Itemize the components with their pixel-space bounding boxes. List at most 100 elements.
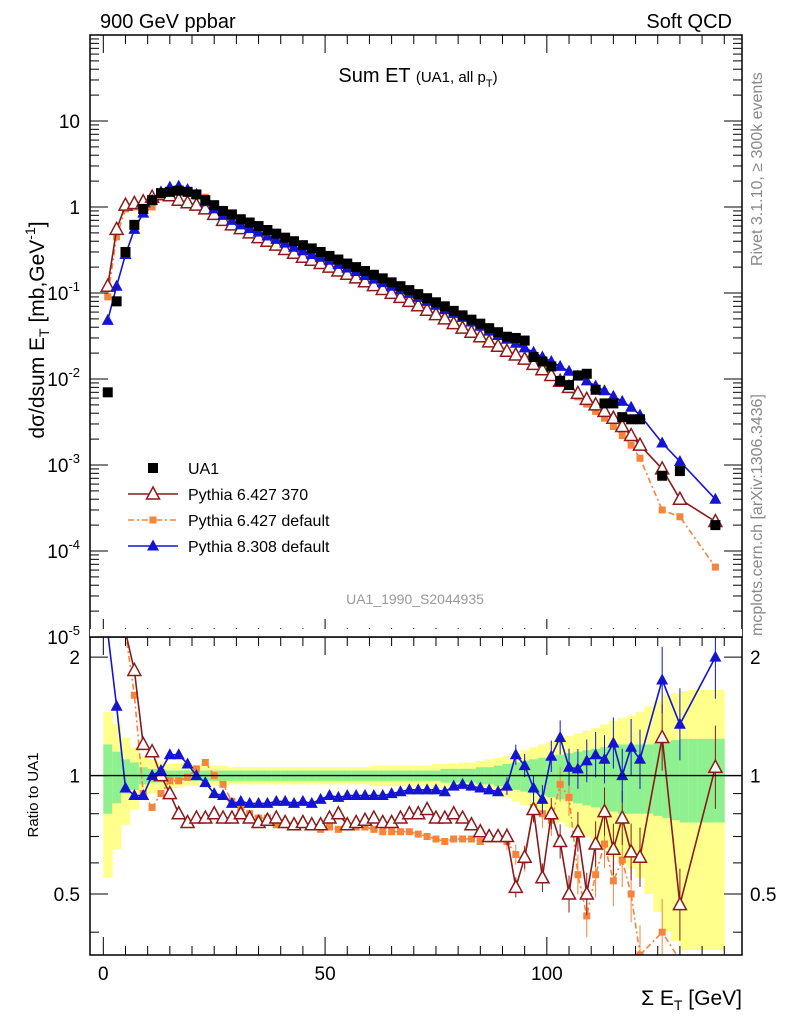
py6_370-marker xyxy=(170,191,187,206)
legend-marker-ua1 xyxy=(148,463,158,473)
py8-ratio-marker xyxy=(350,789,363,801)
y-tick-label: 10-3 xyxy=(47,451,80,477)
ua1-marker xyxy=(657,470,668,481)
ua1-marker xyxy=(572,370,583,381)
py6_370-marker xyxy=(108,220,125,236)
py6_370-marker xyxy=(516,350,533,365)
py6_370-marker xyxy=(490,337,506,353)
py6_370-ratio-marker xyxy=(623,843,639,858)
ua1-marker xyxy=(155,188,166,199)
py6_370-marker xyxy=(623,426,639,442)
ua1-marker xyxy=(519,335,530,346)
py8-ratio-marker xyxy=(465,779,478,791)
ua1-marker xyxy=(333,254,344,265)
py8-ratio-marker xyxy=(367,789,380,801)
py6_def-marker xyxy=(601,414,609,422)
ua1-marker xyxy=(129,219,140,230)
ua1-marker xyxy=(430,297,441,308)
py6_def-ratio-marker xyxy=(334,825,342,833)
py8-ratio-marker xyxy=(288,796,301,808)
py6_370-ratio-marker xyxy=(672,896,688,911)
py6_def-line xyxy=(106,191,717,568)
py8-marker xyxy=(252,225,265,237)
ua1-marker xyxy=(359,266,370,277)
ua1-marker xyxy=(590,384,601,395)
py8-ratio-marker xyxy=(633,752,646,764)
ratio-band-inner xyxy=(112,751,122,804)
py6_370-marker xyxy=(570,384,586,400)
py6_def-ratio-marker xyxy=(512,851,520,859)
py8-ratio-marker xyxy=(554,730,567,742)
py6_370-ratio-marker xyxy=(206,805,222,820)
py6_370-marker xyxy=(357,273,373,288)
ua1-marker xyxy=(138,203,149,214)
x-axis-label-sub: T xyxy=(674,997,683,1013)
ua1-marker xyxy=(200,195,211,206)
py6_370-ratio-marker xyxy=(543,805,560,820)
py8-marker xyxy=(288,240,301,252)
y-tick-label: 10-1 xyxy=(47,279,80,305)
analysis-id: UA1_1990_S2044935 xyxy=(346,591,484,607)
py6_370-marker xyxy=(605,409,622,424)
py8-ratio-marker xyxy=(110,699,123,711)
py6_def-ratio-marker xyxy=(450,835,458,843)
ua1-marker xyxy=(235,214,246,225)
py8-ratio-marker xyxy=(199,776,212,788)
py6_def-ratio-marker xyxy=(361,823,369,831)
y-axis-label-sub: T xyxy=(36,328,52,337)
ua1-marker xyxy=(546,361,557,372)
ua1-marker xyxy=(342,258,353,269)
ua1-marker xyxy=(475,318,486,329)
py6_370-marker xyxy=(366,276,382,292)
y-axis-label-end: ] xyxy=(26,221,49,227)
py8-ratio-marker xyxy=(234,794,247,806)
py6_def-ratio-marker xyxy=(157,790,165,798)
main-plot-series xyxy=(99,179,724,571)
py8-line xyxy=(106,185,716,500)
py6_def-ratio-marker xyxy=(476,837,484,845)
py6_def-ratio-marker xyxy=(609,877,617,885)
py8-marker xyxy=(625,400,638,412)
py6_370-marker xyxy=(410,297,426,312)
py6_def-ratio-marker xyxy=(396,828,404,836)
ua1-marker xyxy=(351,262,362,273)
py6_370-ratio-marker xyxy=(162,785,178,800)
py6_def-marker xyxy=(676,513,684,521)
py8-ratio-marker xyxy=(421,783,434,795)
py8-ratio-marker xyxy=(527,781,540,793)
x-axis-label-main: Σ E xyxy=(641,987,674,1010)
x-tick-label: 100 xyxy=(531,964,563,985)
y-tick-label: 10-5 xyxy=(47,623,80,649)
py8-marker xyxy=(243,222,256,234)
py6_370-ratio-marker xyxy=(268,809,285,824)
py8-ratio-marker xyxy=(456,777,469,789)
py6_def-ratio-marker xyxy=(565,793,573,801)
py8-ratio-marker xyxy=(181,757,194,769)
py8-ratio-marker xyxy=(438,785,451,797)
py6_370-marker xyxy=(454,319,471,334)
py6_def-marker xyxy=(148,203,156,211)
py8-ratio-marker xyxy=(296,794,309,806)
py8-ratio-marker xyxy=(598,752,611,764)
py6_370-ratio-marker xyxy=(463,816,480,831)
py8-ratio-marker xyxy=(607,736,620,748)
py6_370-ratio-marker xyxy=(135,735,151,751)
py8-ratio-marker xyxy=(128,789,141,801)
py6_370-ratio-marker xyxy=(654,728,670,744)
legend-marker-py6_370 xyxy=(145,485,161,500)
py6_370-marker xyxy=(304,251,320,267)
py8-ratio-marker xyxy=(571,762,584,774)
ua1-marker xyxy=(209,200,220,211)
py6_def-ratio-marker xyxy=(618,856,626,864)
ratio-tick-label-right: 2 xyxy=(750,648,761,669)
py6_370-marker xyxy=(250,229,267,244)
py8-ratio-marker xyxy=(625,740,638,752)
py8-ratio-marker xyxy=(709,650,722,662)
py6_370-ratio-marker xyxy=(508,878,524,894)
py8-ratio-marker xyxy=(483,783,496,795)
py6_def-marker xyxy=(104,293,112,301)
py6_370-ratio-marker xyxy=(579,885,595,900)
py6_def-ratio-marker xyxy=(556,780,564,788)
